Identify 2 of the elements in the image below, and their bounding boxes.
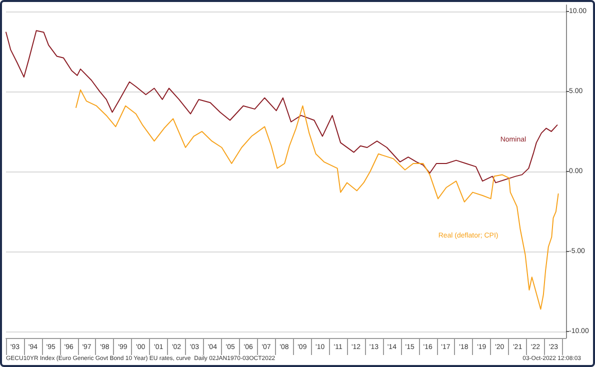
line-series: [76, 89, 559, 310]
line-series: [6, 30, 558, 184]
